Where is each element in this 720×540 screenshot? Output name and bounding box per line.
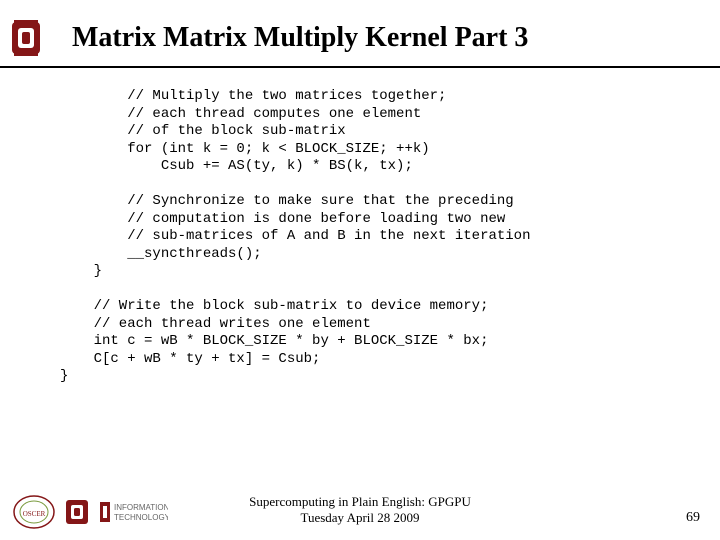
title-underline-right xyxy=(60,66,720,68)
footer-line2: Tuesday April 28 2009 xyxy=(0,510,720,526)
code-content: // Multiply the two matrices together; /… xyxy=(60,88,690,386)
slide-title: Matrix Matrix Multiply Kernel Part 3 xyxy=(72,22,528,54)
footer-line1: Supercomputing in Plain English: GPGPU xyxy=(0,494,720,510)
page-number: 69 xyxy=(686,510,700,526)
footer-caption: Supercomputing in Plain English: GPGPU T… xyxy=(0,494,720,527)
title-underline-left xyxy=(0,66,60,68)
ou-logo-icon xyxy=(10,18,42,58)
